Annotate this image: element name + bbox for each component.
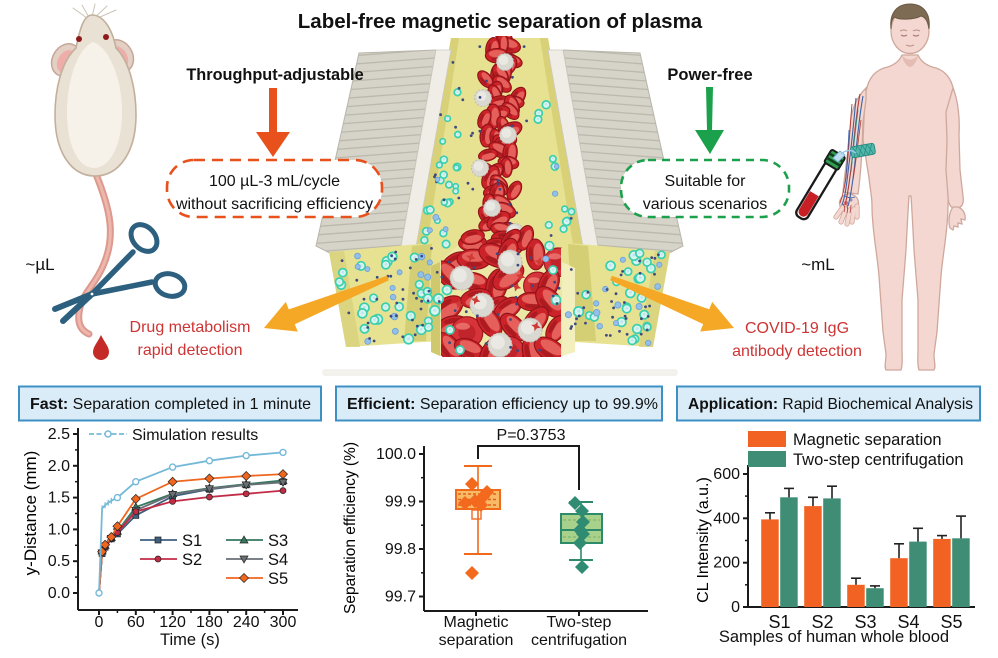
svg-text:400: 400	[713, 510, 740, 527]
svg-text:180: 180	[196, 614, 223, 631]
svg-text:separation: separation	[439, 632, 514, 649]
svg-text:240: 240	[233, 614, 260, 631]
svg-text:Efficient: Separation efficien: Efficient: Separation efficiency up to 9…	[347, 396, 658, 413]
svg-text:Suitable for: Suitable for	[665, 173, 747, 190]
svg-text:Time (s): Time (s)	[160, 631, 220, 649]
svg-text:0: 0	[731, 599, 740, 616]
svg-text:Simulation results: Simulation results	[132, 427, 258, 444]
svg-text:60: 60	[127, 614, 145, 631]
svg-text:Two-step: Two-step	[547, 614, 612, 631]
svg-text:Magnetic separation: Magnetic separation	[793, 431, 942, 449]
svg-text:2.0: 2.0	[48, 458, 70, 475]
svg-text:99.8: 99.8	[385, 541, 416, 558]
svg-text:120: 120	[159, 614, 186, 631]
svg-text:1.0: 1.0	[48, 521, 70, 538]
svg-text:Magnetic: Magnetic	[444, 614, 509, 631]
svg-text:S1: S1	[182, 532, 202, 550]
svg-text:Throughput-adjustable: Throughput-adjustable	[186, 66, 363, 84]
svg-text:CL Intensity (a.u.): CL Intensity (a.u.)	[695, 477, 712, 603]
svg-text:various scenarios: various scenarios	[643, 196, 768, 213]
svg-text:Power-free: Power-free	[667, 66, 752, 84]
svg-text:0.5: 0.5	[48, 553, 70, 570]
svg-text:centrifugation: centrifugation	[531, 632, 627, 649]
svg-text:antibody detection: antibody detection	[732, 343, 862, 360]
svg-text:Samples of human whole blood: Samples of human whole blood	[719, 628, 949, 646]
svg-text:S4: S4	[268, 551, 288, 569]
svg-text:~µL: ~µL	[25, 255, 54, 274]
svg-text:1.5: 1.5	[48, 490, 70, 507]
svg-text:Application: Rapid Biochemical: Application: Rapid Biochemical Analysis	[688, 396, 973, 413]
svg-text:y-Distance (mm): y-Distance (mm)	[21, 451, 40, 576]
svg-text:200: 200	[713, 555, 740, 572]
svg-text:99.7: 99.7	[385, 589, 416, 606]
svg-text:S2: S2	[811, 612, 833, 632]
svg-text:Separation efficiency (%): Separation efficiency (%)	[342, 442, 359, 614]
svg-text:Two-step centrifugation: Two-step centrifugation	[793, 451, 964, 469]
svg-text:99.9: 99.9	[385, 494, 416, 511]
svg-text:S4: S4	[897, 612, 919, 632]
svg-text:Fast: Separation completed in: Fast: Separation completed in 1 minute	[30, 396, 311, 413]
svg-text:S2: S2	[182, 551, 202, 569]
svg-text:100.0: 100.0	[376, 446, 416, 463]
svg-text:Label-free magnetic separation: Label-free magnetic separation of plasma	[298, 10, 703, 33]
svg-text:without sacrificing efficiency: without sacrificing efficiency	[175, 196, 373, 213]
svg-text:0.0: 0.0	[48, 585, 70, 602]
svg-text:S1: S1	[768, 612, 790, 632]
svg-text:S3: S3	[854, 612, 876, 632]
svg-text:300: 300	[270, 614, 297, 631]
svg-text:S5: S5	[268, 570, 288, 588]
svg-text:S5: S5	[940, 612, 962, 632]
svg-text:100 µL-3 mL/cycle: 100 µL-3 mL/cycle	[209, 173, 340, 190]
svg-text:~mL: ~mL	[801, 255, 835, 274]
svg-text:S3: S3	[268, 532, 288, 550]
svg-text:2.5: 2.5	[48, 426, 70, 443]
svg-text:rapid detection: rapid detection	[138, 342, 243, 359]
svg-text:Drug metabolism: Drug metabolism	[130, 319, 251, 336]
svg-text:P=0.3753: P=0.3753	[497, 427, 566, 444]
svg-text:600: 600	[713, 466, 740, 483]
svg-text:0: 0	[95, 614, 104, 631]
svg-text:COVID-19 IgG: COVID-19 IgG	[745, 320, 849, 337]
